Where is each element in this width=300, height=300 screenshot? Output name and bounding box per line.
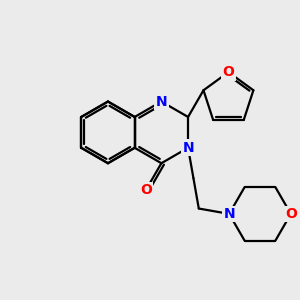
Text: O: O bbox=[223, 65, 234, 79]
Text: O: O bbox=[140, 183, 152, 197]
Text: N: N bbox=[223, 207, 235, 221]
Text: N: N bbox=[156, 94, 167, 109]
Text: O: O bbox=[285, 207, 297, 221]
Text: N: N bbox=[182, 141, 194, 155]
